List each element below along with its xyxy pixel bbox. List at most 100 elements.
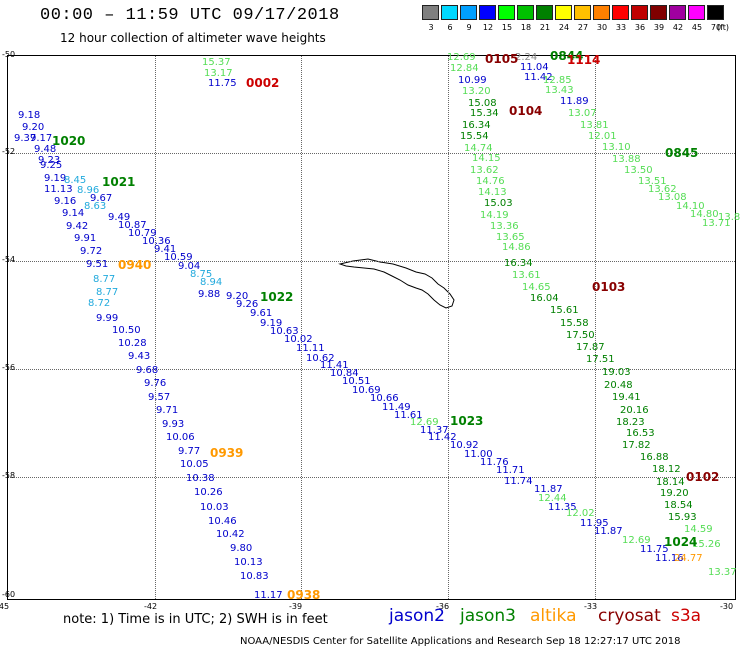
wave-height-observation: 14.13 [478,187,507,198]
pass-time-label: 1024 [664,535,698,549]
colorbar-swatch [460,5,477,20]
legend-item-jason3: jason3 [460,606,516,626]
colorbar-label: 42 [672,23,684,32]
wave-height-observation: 12.69 [410,417,439,428]
wave-height-observation: 10.63 [270,326,299,337]
wave-height-observation: 10.50 [112,325,141,336]
colorbar-swatch [669,5,686,20]
wave-height-observation: 24.77 [674,553,703,564]
wave-height-observation: 17.51 [586,354,615,365]
colorbar-swatch [631,5,648,20]
wave-height-observation: 9.80 [230,543,253,554]
pass-time-label: 1020 [52,134,86,148]
pass-time-label: 1114 [567,53,601,67]
wave-height-observation: 13.88 [612,154,641,165]
map-frame [7,55,736,600]
wave-height-observation: 11.00 [464,449,493,460]
legend-item-cryosat: cryosat [598,606,661,626]
wave-height-observation: 9.18 [18,110,41,121]
wave-height-observation: 10.84 [330,368,359,379]
grid-line-vertical [595,56,596,599]
wave-height-observation: 14.19 [480,210,509,221]
wave-height-observation: 19.20 [660,488,689,499]
wave-height-observation: 9.19 [260,318,283,329]
colorbar-label: 9 [466,23,472,32]
legend-item-s3a: s3a [671,606,702,626]
colorbar-swatch [536,5,553,20]
wave-height-observation: 9.77 [178,446,201,457]
wave-height-observation: 2.24 [515,52,538,63]
wave-height-observation: 8.45 [64,175,87,186]
pass-time-label: 0104 [509,104,543,118]
wave-height-observation: 10.92 [450,440,479,451]
wave-height-observation: 12.01 [588,131,617,142]
wave-height-observation: 9.37 [14,133,37,144]
wave-height-observation: 9.49 [108,212,131,223]
wave-height-observation: 11.75 [208,78,237,89]
wave-height-observation: 10.79 [128,228,157,239]
colorbar-swatch [707,5,724,20]
legend-item-jason2: jason2 [389,606,445,626]
latitude-tick-label: -60 [2,590,16,599]
wave-height-observation: 11.16 [655,553,684,564]
colorbar-swatch [498,5,515,20]
wave-height-observation: 10.87 [118,220,147,231]
wave-height-observation: 13.37 [708,567,737,578]
wave-height-observation: 9.76 [144,378,167,389]
wave-height-observation: 11.89 [560,96,589,107]
wave-height-observation: 11.95 [580,518,609,529]
latitude-tick-label: -58 [2,471,16,480]
colorbar-swatch [555,5,572,20]
wave-height-observation: 8.96 [77,185,100,196]
wave-height-observation: 11.13 [44,184,73,195]
wave-height-observation: 15.54 [460,131,489,142]
wave-height-observation: 8.94 [200,277,223,288]
wave-height-observation: 11.87 [594,526,623,537]
wave-height-observation: 14.65 [522,282,551,293]
wave-height-observation: 9.41 [154,244,177,255]
wave-height-observation: 18.14 [656,477,685,488]
wave-height-observation: 13.61 [512,270,541,281]
wave-height-observation: 15.08 [468,98,497,109]
grid-line-vertical [301,56,302,599]
wave-height-observation: 15.26 [692,539,721,550]
wave-height-observation: 15.93 [668,512,697,523]
wave-height-observation: 8.63 [84,201,107,212]
wave-height-observation: 13.50 [624,165,653,176]
wave-height-observation: 13.71 [702,218,731,229]
wave-height-observation: 9.57 [148,392,171,403]
wave-height-observation: 10.46 [208,516,237,527]
wave-height-observation: 16.34 [462,120,491,131]
south-georgia-coastline [338,258,455,309]
colorbar-unit: (ft) [716,23,730,32]
colorbar-label: 39 [653,23,665,32]
wave-height-observation: 17.50 [566,330,595,341]
grid-line-vertical [448,56,449,599]
pass-time-label: 0105 [485,52,519,66]
wave-height-observation: 9.43 [128,351,151,362]
wave-height-observation: 13.20 [462,86,491,97]
colorbar-swatch [422,5,439,20]
wave-height-observation: 12.69 [622,535,651,546]
wave-height-observation: 20.48 [604,380,633,391]
pass-time-label: 1022 [260,290,294,304]
latitude-tick-label: -50 [2,50,16,59]
wave-height-observation: 9.71 [156,405,179,416]
wave-height-observation: 9.93 [162,419,185,430]
wave-height-observation: 9.99 [96,313,119,324]
wave-height-observation: 10.13 [234,557,263,568]
wave-height-observation: 9.17 [30,133,53,144]
wave-height-observation: 10.69 [352,385,381,396]
wave-height-observation: 13.08 [658,192,687,203]
pass-time-label: 1021 [102,175,136,189]
wave-height-observation: 14.15 [472,153,501,164]
wave-height-observation: 9.91 [74,233,97,244]
wave-height-observation: 15.34 [470,108,499,119]
wave-height-observation: 10.83 [240,571,269,582]
longitude-tick-label: -39 [289,602,303,611]
pass-time-label: 0103 [592,280,626,294]
wave-height-observation: 10.99 [458,75,487,86]
latitude-tick-label: -56 [2,363,16,372]
colorbar-label: 70 [710,23,722,32]
wave-height-observation: 10.62 [306,353,335,364]
